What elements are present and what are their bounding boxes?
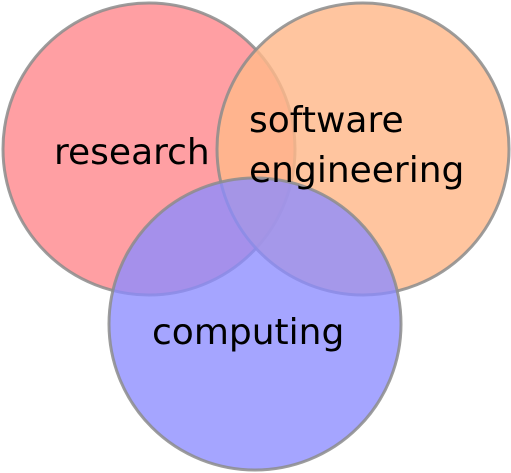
research-label-line: research [54,132,210,173]
computing-label-line: computing [152,312,344,353]
computing-circle [107,176,403,472]
research-label: research [54,132,210,173]
venn-labels: research software engineering computing [54,100,464,353]
engineering-label-line: engineering [249,150,464,191]
software-label-line: software [249,100,404,141]
computing-label: computing [152,312,344,353]
software-engineering-label: software engineering [249,100,464,191]
